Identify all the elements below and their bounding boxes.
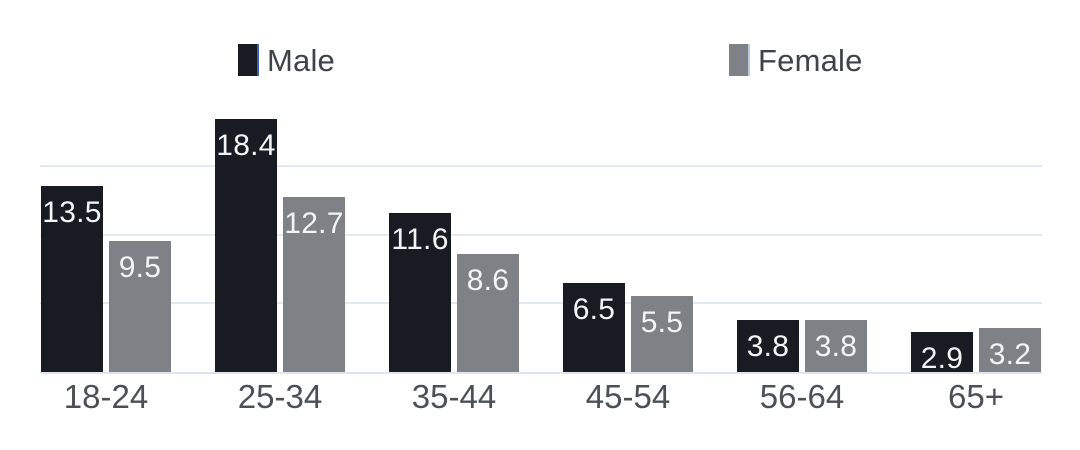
value-label-female-35-44: 8.6 [466,264,510,297]
x-axis-label-25-34: 25-34 [237,378,323,415]
legend-item-female[interactable]: Female [729,44,863,76]
x-axis-label-45-54: 45-54 [585,378,671,415]
bar-female-35-44 [457,253,519,373]
value-label-female-25-34: 12.7 [284,207,344,240]
legend-label-male: Male [267,42,335,78]
value-label-female-18-24: 9.5 [118,251,162,284]
gridline-y-10 [40,234,1042,236]
bar-male-56-64 [737,319,799,373]
x-axis-label-56-64: 56-64 [759,378,845,415]
legend-label-female: Female [758,42,863,78]
bar-male-25-34 [215,119,277,372]
bar-female-56-64 [805,319,867,373]
bar-female-18-24 [109,241,171,372]
bar-male-35-44 [389,212,451,372]
x-axis-label-35-44: 35-44 [411,378,497,415]
value-label-male-65+: 2.9 [920,342,964,375]
x-axis-label-65+: 65+ [948,378,1004,415]
legend-swatch-male-icon [238,44,259,76]
bar-female-25-34 [283,197,345,372]
bar-male-18-24 [41,186,103,372]
value-label-male-56-64: 3.8 [746,330,790,363]
value-label-female-65+: 3.2 [988,338,1032,371]
gridline-y-5 [40,302,1042,304]
x-axis-baseline [40,372,1042,374]
legend-swatch-female-icon [729,44,750,76]
gridline-y-15 [40,165,1042,167]
value-label-female-45-54: 5.5 [640,306,684,339]
bar-male-45-54 [563,282,625,372]
bar-female-45-54 [631,296,693,372]
value-label-female-56-64: 3.8 [814,330,858,363]
value-label-male-25-34: 18.4 [216,129,276,162]
bar-female-65+ [979,328,1041,372]
value-label-male-45-54: 6.5 [572,293,616,326]
bar-male-65+ [911,332,973,372]
value-label-male-35-44: 11.6 [391,223,449,256]
x-axis-label-18-24: 18-24 [63,378,149,415]
value-label-male-18-24: 13.5 [42,196,102,229]
legend-item-male[interactable]: Male [238,44,335,76]
